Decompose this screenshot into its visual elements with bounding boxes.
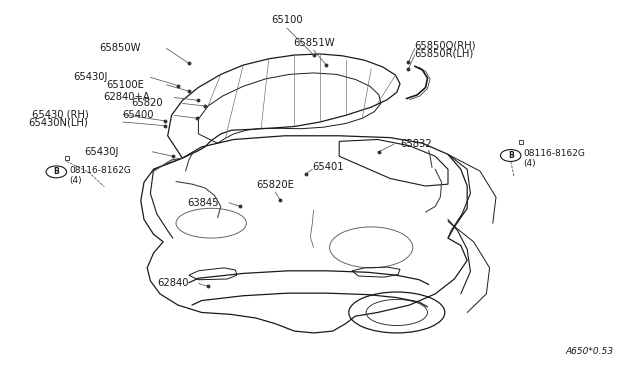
Text: 65401: 65401 <box>312 163 344 172</box>
Text: 65100: 65100 <box>271 15 303 25</box>
Text: 65850Q(RH): 65850Q(RH) <box>415 41 476 50</box>
Text: (4): (4) <box>524 159 536 168</box>
Text: 65851W: 65851W <box>292 38 335 48</box>
Text: 65100E: 65100E <box>106 80 144 90</box>
Text: A650*0.53: A650*0.53 <box>565 347 613 356</box>
Text: 08116-8162G: 08116-8162G <box>524 149 586 158</box>
Text: 65850W: 65850W <box>99 44 141 53</box>
Text: 65820E: 65820E <box>256 180 294 190</box>
Text: B: B <box>508 151 513 160</box>
Text: 63845: 63845 <box>188 198 219 208</box>
Text: 08116-8162G: 08116-8162G <box>69 166 131 174</box>
Text: 65832: 65832 <box>400 140 431 149</box>
Text: 62840+A: 62840+A <box>104 93 150 102</box>
Text: B: B <box>54 167 59 176</box>
Text: 65430J: 65430J <box>84 147 118 157</box>
Text: 65430N(LH): 65430N(LH) <box>29 117 88 127</box>
Text: 62840: 62840 <box>157 279 189 288</box>
Text: 65430 (RH): 65430 (RH) <box>31 110 88 119</box>
Text: 65400: 65400 <box>122 110 154 120</box>
Text: 65430J: 65430J <box>73 73 108 82</box>
Text: 65820: 65820 <box>132 99 163 108</box>
Text: (4): (4) <box>69 176 82 185</box>
Text: 65850R(LH): 65850R(LH) <box>415 48 474 58</box>
